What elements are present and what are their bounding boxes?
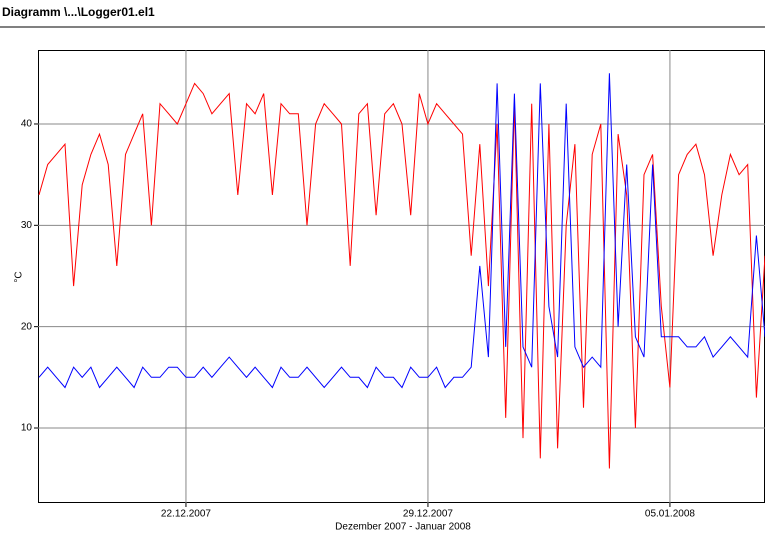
series-line <box>38 73 765 389</box>
y-tick-label: 30 <box>21 220 33 231</box>
chart-title: Diagramm \...\Logger01.el1 <box>2 5 155 19</box>
x-tick-label: 29.12.2007 <box>403 509 453 520</box>
y-tick-label: 20 <box>21 321 33 332</box>
plot-lines <box>38 73 765 469</box>
y-tick-label: 10 <box>21 423 33 434</box>
y-axis-label: °C <box>14 271 25 282</box>
x-axis-label: Dezember 2007 - Januar 2008 <box>335 522 471 533</box>
x-tick-label: 05.01.2008 <box>645 509 695 520</box>
plot-frame <box>38 50 765 503</box>
y-tick-label: 40 <box>21 119 33 130</box>
series-line <box>38 82 765 469</box>
x-tick-label: 22.12.2007 <box>161 509 211 520</box>
